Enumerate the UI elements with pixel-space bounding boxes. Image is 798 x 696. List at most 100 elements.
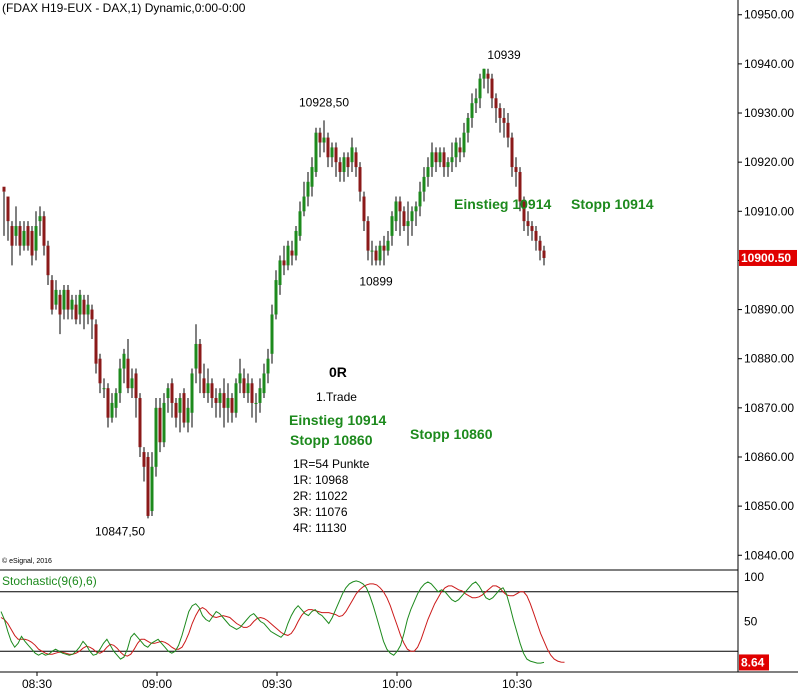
candle-body bbox=[142, 452, 146, 467]
candle-body bbox=[466, 117, 470, 133]
candle-body bbox=[358, 167, 362, 192]
candle-body bbox=[154, 407, 158, 467]
candle-body bbox=[454, 142, 458, 158]
candle-body bbox=[342, 157, 346, 172]
candle-body bbox=[194, 343, 198, 369]
candle-body bbox=[538, 240, 542, 251]
price-tick-label: 10880.00 bbox=[744, 352, 794, 366]
price-tick-label: 10860.00 bbox=[744, 450, 794, 464]
annotation-2r: 2R: 11022 bbox=[293, 489, 348, 503]
annotation-3r: 3R: 11076 bbox=[293, 505, 348, 519]
candle-body bbox=[206, 383, 210, 394]
candle-body bbox=[138, 398, 142, 448]
candle-body bbox=[386, 240, 390, 251]
candle-body bbox=[118, 368, 122, 394]
candle-body bbox=[474, 98, 478, 104]
candle-body bbox=[250, 383, 254, 403]
candle-body bbox=[426, 167, 430, 177]
time-tick-label: 09:00 bbox=[142, 677, 172, 691]
candle-body bbox=[310, 167, 314, 187]
candle-body bbox=[314, 132, 318, 172]
price-tick-label: 10840.00 bbox=[744, 548, 794, 562]
candle-body bbox=[66, 289, 70, 310]
candle-body bbox=[542, 250, 546, 258]
candle-body bbox=[254, 402, 258, 404]
candle-body bbox=[94, 324, 98, 364]
candle-body bbox=[46, 245, 50, 276]
candle-body bbox=[270, 314, 274, 354]
candle-body bbox=[286, 245, 290, 266]
candle-body bbox=[510, 137, 514, 168]
candle-body bbox=[534, 230, 538, 241]
price-tick-label: 10870.00 bbox=[744, 401, 794, 415]
candle-body bbox=[122, 353, 126, 369]
candle-body bbox=[102, 388, 106, 390]
time-tick-label: 08:30 bbox=[22, 677, 52, 691]
candle-body bbox=[58, 294, 62, 315]
candle-body bbox=[238, 373, 242, 384]
candle-body bbox=[382, 245, 386, 251]
candle-body bbox=[150, 466, 154, 512]
annotation-stopp-right: Stopp 10860 bbox=[410, 426, 493, 442]
candle-body bbox=[242, 378, 246, 394]
candle-body bbox=[402, 211, 406, 227]
candle-body bbox=[370, 250, 374, 252]
candle-body bbox=[30, 230, 34, 256]
annotation-high-10928-50: 10928,50 bbox=[299, 95, 349, 109]
candle-body bbox=[262, 373, 266, 394]
candle-body bbox=[326, 137, 330, 158]
annotation-low-10847-50: 10847,50 bbox=[95, 524, 145, 538]
stoch-axis-label-50: 50 bbox=[744, 615, 758, 629]
candle-body bbox=[450, 157, 454, 163]
time-tick-label: 09:30 bbox=[262, 677, 292, 691]
candle-body bbox=[6, 196, 10, 222]
candle-body bbox=[266, 358, 270, 374]
candle-body bbox=[530, 226, 534, 231]
stochastic-title: Stochastic(9(6),6) bbox=[2, 574, 97, 588]
candle-body bbox=[522, 201, 526, 222]
candle-body bbox=[50, 280, 54, 310]
candle-body bbox=[362, 196, 366, 222]
candle-body bbox=[294, 230, 298, 256]
candle-body bbox=[374, 250, 378, 261]
candle-body bbox=[158, 407, 162, 443]
candle-body bbox=[318, 132, 322, 143]
candle-body bbox=[42, 216, 46, 246]
candle-body bbox=[106, 388, 110, 418]
candle-body bbox=[498, 108, 502, 118]
candle-body bbox=[2, 186, 6, 192]
candle-body bbox=[174, 402, 178, 418]
stoch-d-line bbox=[0, 583, 565, 663]
candle-body bbox=[26, 226, 30, 246]
candle-body bbox=[422, 176, 426, 192]
price-tick-label: 10850.00 bbox=[744, 499, 794, 513]
chart-title: (FDAX H19-EUX - DAX,1) Dynamic,0:00-0:00 bbox=[2, 1, 246, 15]
candle-body bbox=[210, 383, 214, 399]
candle-body bbox=[22, 230, 26, 246]
candle-body bbox=[486, 73, 490, 79]
candle-body bbox=[506, 122, 510, 138]
annotation-stopp-top: Stopp 10914 bbox=[571, 196, 654, 212]
candle-body bbox=[414, 206, 418, 212]
candle-body bbox=[278, 260, 282, 285]
candle-body bbox=[54, 289, 58, 305]
candle-body bbox=[202, 378, 206, 394]
candle-body bbox=[218, 393, 222, 403]
copyright-label: © eSignal, 2016 bbox=[2, 557, 52, 565]
candle-body bbox=[258, 388, 262, 403]
candle-body bbox=[230, 398, 234, 413]
candle-body bbox=[110, 402, 114, 418]
candle-body bbox=[462, 132, 466, 153]
candle-body bbox=[438, 152, 442, 163]
candle-body bbox=[354, 152, 358, 168]
candle-body bbox=[442, 152, 446, 168]
candle-body bbox=[62, 289, 66, 310]
time-tick-label: 10:30 bbox=[502, 677, 532, 691]
candle-body bbox=[490, 78, 494, 99]
candle-body bbox=[134, 373, 138, 399]
candle-body bbox=[410, 211, 414, 222]
stoch-k-line bbox=[0, 580, 545, 664]
